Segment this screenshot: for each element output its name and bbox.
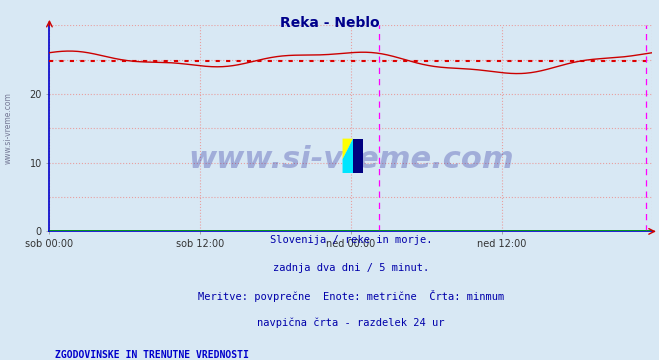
Text: navpična črta - razdelek 24 ur: navpična črta - razdelek 24 ur: [257, 318, 445, 328]
Text: Meritve: povprečne  Enote: metrične  Črta: minmum: Meritve: povprečne Enote: metrične Črta:…: [198, 290, 504, 302]
Polygon shape: [343, 139, 353, 159]
Text: zadnja dva dni / 5 minut.: zadnja dva dni / 5 minut.: [273, 263, 429, 273]
Text: www.si-vreme.com: www.si-vreme.com: [4, 93, 13, 164]
Text: ZGODOVINSKE IN TRENUTNE VREDNOSTI: ZGODOVINSKE IN TRENUTNE VREDNOSTI: [55, 350, 249, 360]
Polygon shape: [343, 139, 353, 173]
Text: Slovenija / reke in morje.: Slovenija / reke in morje.: [270, 235, 432, 245]
Bar: [353, 139, 364, 173]
Text: www.si-vreme.com: www.si-vreme.com: [188, 145, 514, 174]
Text: Reka - Neblo: Reka - Neblo: [279, 16, 380, 30]
